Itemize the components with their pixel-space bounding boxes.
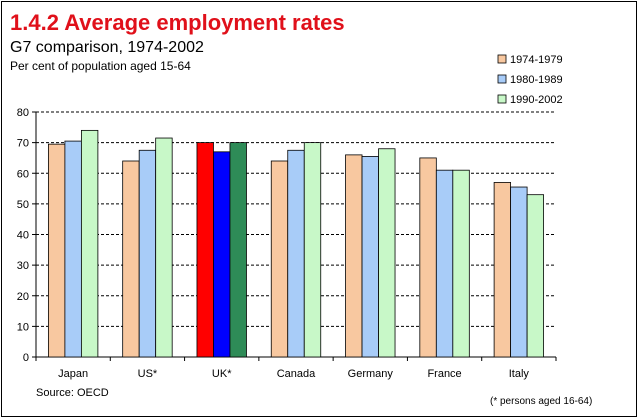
- y-tick-label: 0: [23, 352, 29, 364]
- bar-us-0: [122, 160, 140, 358]
- legend-label: 1974-1979: [510, 54, 563, 66]
- bar-japan-2: [80, 129, 99, 358]
- x-tick-label: Germany: [348, 368, 394, 380]
- bar-us-1: [138, 149, 157, 358]
- legend-swatch: [497, 74, 507, 84]
- bar-italy-2: [526, 194, 545, 358]
- bar-canada-1: [287, 149, 305, 358]
- bar-uk-2: [229, 142, 247, 358]
- bar-germany-2: [378, 148, 396, 358]
- bar-italy-1: [510, 186, 528, 358]
- bar-france-2: [452, 169, 470, 358]
- chart-title: 1.4.2 Average employment rates: [10, 10, 345, 35]
- chart-subtitle: G7 comparison, 1974-2002: [10, 39, 204, 56]
- y-tick-label: 40: [17, 230, 29, 242]
- x-tick-label: Italy: [509, 368, 530, 380]
- chart-unit-note: Per cent of population aged 15-64: [10, 59, 191, 73]
- y-tick-label: 60: [17, 168, 29, 180]
- x-tick-label: Japan: [58, 368, 88, 380]
- bar-uk-1: [213, 151, 231, 358]
- bar-germany-1: [361, 156, 379, 358]
- y-tick-label: 10: [17, 321, 29, 333]
- bar-japan-1: [64, 140, 82, 358]
- x-tick-label: US*: [138, 368, 158, 380]
- source-note: Source: OECD: [36, 387, 109, 399]
- bar-us-2: [155, 137, 173, 358]
- bar-italy-0: [493, 182, 512, 358]
- legend-swatch: [497, 54, 507, 64]
- y-tick-label: 80: [17, 107, 29, 119]
- y-tick-label: 70: [17, 138, 29, 150]
- x-tick-label: UK*: [212, 368, 232, 380]
- legend-swatch: [497, 94, 507, 104]
- footnote: (* persons aged 16-64): [490, 396, 593, 407]
- bar-france-0: [419, 157, 437, 358]
- bar-germany-0: [345, 154, 363, 358]
- y-tick-label: 50: [17, 199, 29, 211]
- x-tick-label: France: [427, 368, 461, 380]
- legend-label: 1980-1989: [510, 74, 563, 86]
- bar-canada-0: [270, 160, 289, 358]
- bar-japan-0: [47, 143, 66, 358]
- bar-uk-0: [196, 142, 214, 358]
- bar-canada-2: [303, 142, 322, 358]
- legend-label: 1990-2002: [510, 94, 563, 106]
- y-tick-label: 30: [17, 260, 29, 272]
- x-tick-label: Canada: [277, 368, 316, 380]
- bar-france-1: [435, 169, 454, 358]
- y-tick-label: 20: [17, 291, 29, 303]
